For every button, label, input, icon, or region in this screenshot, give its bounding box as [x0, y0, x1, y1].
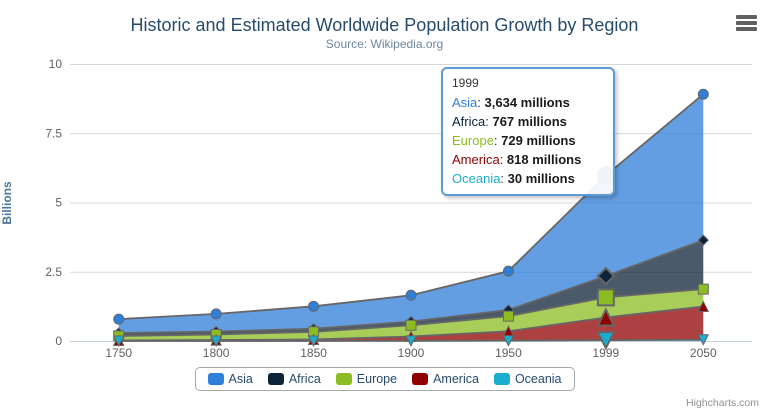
tooltip: 1999 Asia: 3,634 millions Africa: 767 mil…	[441, 67, 615, 196]
tooltip-separator: :	[477, 95, 485, 110]
data-point-africa-1999[interactable]	[596, 266, 616, 286]
data-point-oceania-1850[interactable]	[307, 335, 320, 348]
data-point-oceania-1900[interactable]	[405, 335, 417, 347]
tooltip-series-name: Asia	[452, 95, 478, 110]
x-axis-label: 1900	[398, 346, 425, 360]
x-axis-label: 1850	[300, 346, 327, 360]
legend-symbol	[335, 373, 352, 385]
legend-label: Europe	[356, 372, 398, 386]
tooltip-value: 30 millions	[507, 171, 575, 186]
legend-item-europe[interactable]: Europe	[335, 372, 398, 386]
x-axis-label: 1750	[105, 346, 132, 360]
data-point-america-1999[interactable]	[596, 307, 616, 327]
tooltip-row: Africa: 767 millions	[452, 112, 604, 131]
tooltip-separator: :	[500, 171, 508, 186]
tooltip-series-name: Oceania	[452, 171, 501, 186]
y-axis-label: 0	[55, 334, 62, 348]
data-point-oceania-1950[interactable]	[502, 335, 515, 347]
legend-item-oceania[interactable]: Oceania	[493, 372, 562, 386]
area-america[interactable]	[118, 306, 704, 341]
data-point-asia-1900[interactable]	[405, 289, 417, 301]
tooltip-series-name: Europe	[452, 133, 494, 148]
legend-label: Asia	[228, 372, 253, 386]
tooltip-separator: :	[499, 152, 507, 167]
data-point-europe-1900[interactable]	[405, 319, 417, 331]
data-point-europe-1950[interactable]	[502, 310, 514, 322]
legend-label: Africa	[288, 372, 321, 386]
data-point-oceania-1999[interactable]	[596, 331, 616, 351]
data-point-asia-2050[interactable]	[697, 88, 709, 100]
tooltip-row: America: 818 millions	[452, 150, 604, 169]
data-point-africa-2050[interactable]	[697, 234, 709, 246]
y-axis-title: Billions	[0, 181, 14, 225]
legend-symbol	[267, 373, 284, 385]
y-axis-label: 5	[55, 196, 62, 210]
chart-title: Historic and Estimated Worldwide Populat…	[130, 15, 639, 35]
export-menu-icon[interactable]	[736, 15, 757, 33]
tooltip-value: 818 millions	[506, 152, 582, 167]
data-point-oceania-1750[interactable]	[112, 335, 125, 348]
legend-symbol	[207, 373, 224, 385]
tooltip-row: Oceania: 30 millions	[452, 169, 604, 188]
x-axis-label: 1800	[203, 346, 230, 360]
tooltip-value: 3,634 millions	[484, 95, 570, 110]
credits-link[interactable]: Highcharts.com	[686, 397, 759, 409]
tooltip-row: Europe: 729 millions	[452, 131, 604, 150]
data-point-asia-1850[interactable]	[308, 300, 320, 312]
tooltip-separator: :	[485, 114, 493, 129]
data-point-europe-1999[interactable]	[596, 288, 615, 307]
data-point-asia-1750[interactable]	[113, 313, 125, 325]
tooltip-series-name: Africa	[452, 114, 486, 129]
legend-item-africa[interactable]: Africa	[267, 372, 321, 386]
data-point-oceania-2050[interactable]	[697, 334, 710, 346]
x-axis-label: 2050	[690, 346, 717, 360]
legend-symbol	[493, 373, 510, 385]
data-point-asia-1950[interactable]	[502, 265, 514, 277]
x-axis-label: 1999	[593, 346, 620, 360]
tooltip-header: 1999	[452, 76, 479, 90]
legend-label: America	[433, 372, 479, 386]
tooltip-series-name: America	[452, 152, 500, 167]
tooltip-value: 729 millions	[501, 133, 576, 148]
tooltip-value: 767 millions	[492, 114, 567, 129]
data-point-oceania-1800[interactable]	[210, 335, 222, 348]
y-axis-label: 10	[49, 57, 63, 71]
legend-symbol	[412, 373, 429, 385]
data-point-asia-1800[interactable]	[210, 308, 222, 320]
data-point-europe-2050[interactable]	[697, 283, 709, 295]
area-asia[interactable]	[118, 94, 704, 333]
legend-label: Oceania	[514, 372, 562, 386]
legend-item-asia[interactable]: Asia	[207, 372, 253, 386]
area-africa[interactable]	[118, 240, 704, 336]
legend-box: Asia Africa Europe America Oceania	[194, 367, 575, 391]
legend-item-america[interactable]: America	[412, 372, 479, 386]
chart-subtitle: Source: Wikipedia.org	[325, 37, 444, 51]
tooltip-separator: :	[493, 133, 502, 148]
data-point-america-2050[interactable]	[697, 300, 710, 312]
x-axis-label: 1950	[495, 346, 522, 360]
y-axis-label: 7.5	[45, 126, 62, 140]
tooltip-row: Asia: 3,634 millions	[452, 93, 604, 112]
y-axis-label: 2.5	[45, 265, 62, 279]
legend: Asia Africa Europe America Oceania	[0, 367, 769, 391]
